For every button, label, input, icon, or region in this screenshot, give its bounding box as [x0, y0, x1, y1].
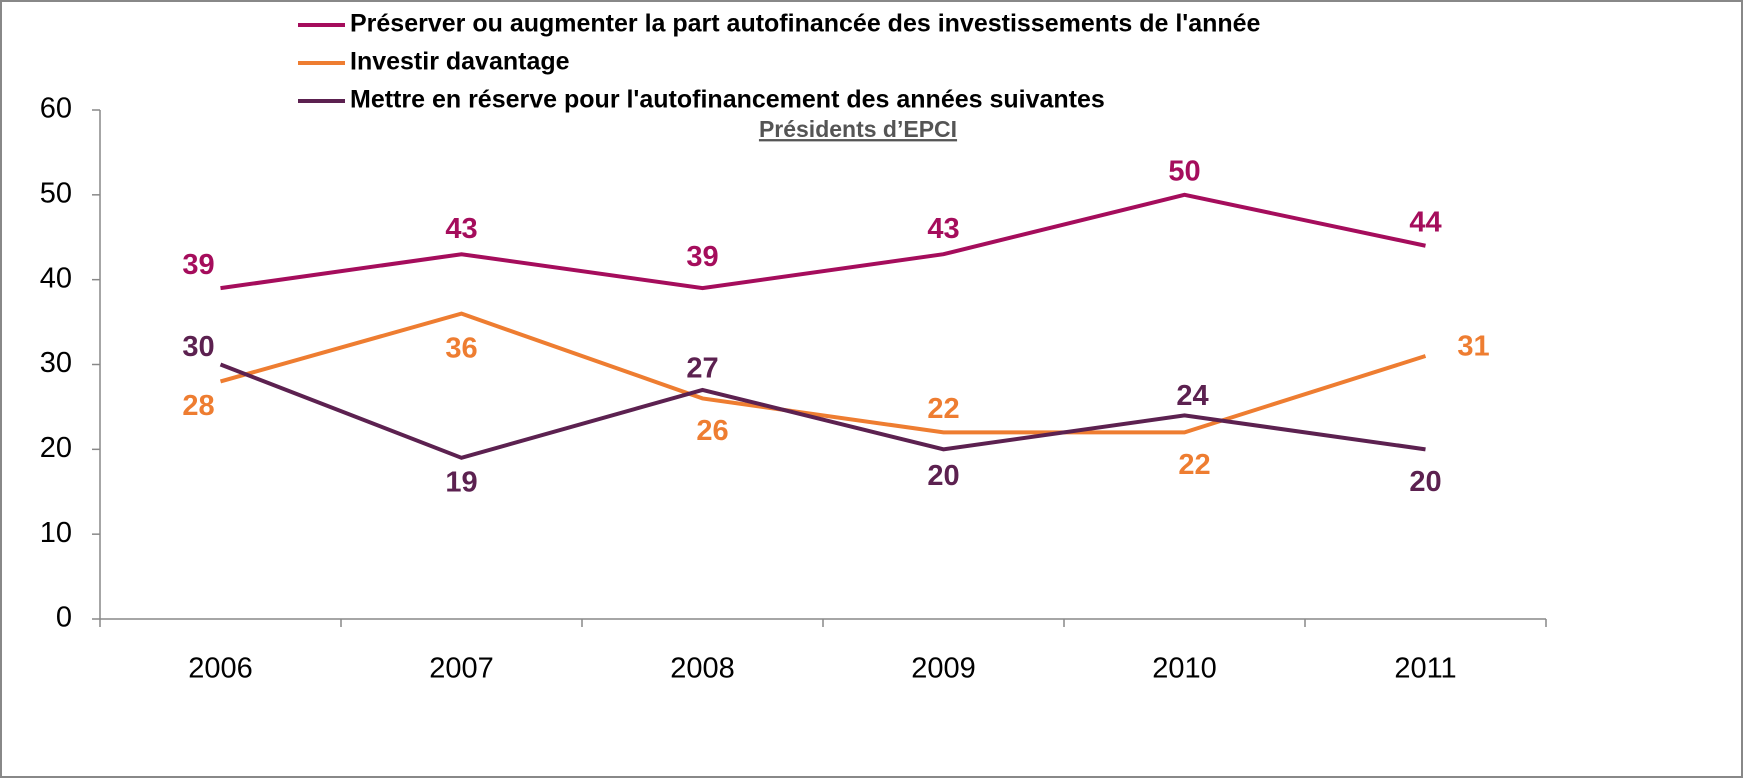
- data-label: 30: [182, 331, 214, 363]
- data-label: 22: [927, 393, 959, 425]
- line: [219, 311, 1427, 435]
- y-tick-label: 0: [56, 602, 72, 634]
- x-tick-label: 2011: [1394, 653, 1456, 685]
- y-tick-label: 10: [40, 517, 72, 549]
- y-tick-label: 50: [40, 177, 72, 209]
- data-label: 26: [696, 415, 728, 447]
- data-label: 44: [1409, 206, 1441, 238]
- x-tick-label: 2010: [1152, 653, 1217, 685]
- x-tick-label: 2009: [911, 653, 976, 685]
- y-tick-label: 30: [40, 347, 72, 379]
- data-label: 20: [1409, 466, 1441, 498]
- legend-label: Investir davantage: [350, 48, 570, 76]
- legend-label: Préserver ou augmenter la part autofinan…: [350, 10, 1261, 38]
- y-tick-label: 60: [40, 93, 72, 125]
- data-label: 50: [1168, 155, 1200, 187]
- data-label: 43: [927, 213, 959, 245]
- y-tick-label: 40: [40, 262, 72, 294]
- data-label: 24: [1176, 380, 1208, 412]
- data-label: 36: [445, 332, 477, 364]
- data-label: 27: [686, 353, 718, 385]
- data-label: 28: [182, 390, 214, 422]
- line: [219, 362, 1426, 460]
- data-label: 20: [927, 460, 959, 492]
- data-label: 43: [445, 213, 477, 245]
- data-label: 31: [1457, 331, 1489, 363]
- data-label: 39: [182, 249, 214, 281]
- x-tick-label: 2008: [670, 653, 735, 685]
- subtitle: Présidents d’EPCI: [759, 116, 957, 142]
- y-tick-label: 20: [40, 432, 72, 464]
- data-label: 22: [1178, 449, 1210, 481]
- line: [220, 192, 1426, 291]
- data-label: 39: [686, 241, 718, 273]
- x-tick-label: 2006: [188, 653, 253, 685]
- x-tick-label: 2007: [429, 653, 494, 685]
- data-label: 19: [445, 466, 477, 498]
- legend-label: Mettre en réserve pour l'autofinancement…: [350, 86, 1105, 114]
